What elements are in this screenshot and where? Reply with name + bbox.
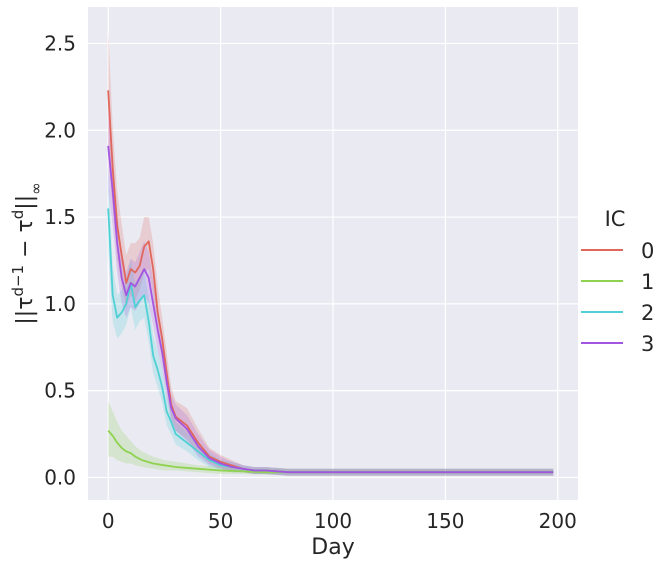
series-lines — [107, 90, 554, 474]
x-tick-labels: 0 50 100 150 200 — [102, 509, 577, 533]
y-tick-label: 2.5 — [44, 31, 76, 55]
y-tick-label: 1.0 — [44, 292, 76, 316]
x-tick-label: 50 — [208, 509, 233, 533]
x-tick-label: 0 — [102, 509, 115, 533]
y-tick-label: 1.5 — [44, 205, 76, 229]
y-tick-label: 0.5 — [44, 379, 76, 403]
confidence-band-1 — [108, 401, 554, 475]
legend-title: IC — [605, 207, 626, 231]
y-tick-label: 2.0 — [44, 118, 76, 142]
legend-label-0: 0 — [641, 239, 654, 263]
x-tick-label: 150 — [426, 509, 464, 533]
x-axis-label: Day — [311, 535, 354, 560]
legend-label-3: 3 — [641, 332, 654, 356]
y-axis-label: ||τd−1 − τd||∞ — [9, 182, 45, 324]
x-tick-label: 200 — [539, 509, 577, 533]
x-tick-label: 100 — [314, 509, 352, 533]
legend-label-2: 2 — [641, 301, 654, 325]
y-tick-label: 0.0 — [44, 465, 76, 489]
legend-label-1: 1 — [641, 270, 654, 294]
confidence-bands — [108, 29, 554, 476]
grid-lines — [88, 7, 578, 500]
legend-items: 0 1 2 3 — [581, 239, 654, 356]
series-line-3 — [107, 145, 554, 474]
legend: IC 0 1 2 3 — [581, 207, 654, 356]
y-tick-labels: 0.0 0.5 1.0 1.5 2.0 2.5 — [44, 31, 76, 489]
